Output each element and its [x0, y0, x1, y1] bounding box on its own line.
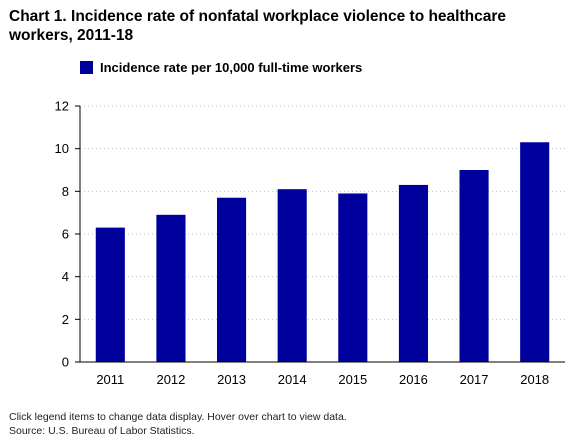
chart-title: Chart 1. Incidence rate of nonfatal work… — [9, 8, 507, 44]
x-tick-label: 2012 — [156, 372, 185, 387]
source-note: Source: U.S. Bureau of Labor Statistics. — [9, 425, 195, 437]
bar-2012[interactable] — [156, 214, 186, 362]
x-tick-labels: 2011 2012 2013 2014 2015 2016 2017 2018 — [96, 372, 549, 387]
legend-item[interactable]: Incidence rate per 10,000 full-time work… — [80, 60, 362, 75]
bars — [95, 142, 550, 362]
y-tick-label: 12 — [55, 99, 69, 114]
y-tick-label: 8 — [62, 184, 69, 199]
x-tick-label: 2016 — [399, 372, 428, 387]
y-tick-label: 4 — [62, 269, 69, 284]
x-tick-label: 2015 — [338, 372, 367, 387]
y-tick-label: 2 — [62, 312, 69, 327]
chart-note: Click legend items to change data displa… — [9, 411, 347, 423]
legend-label: Incidence rate per 10,000 full-time work… — [100, 60, 363, 75]
x-tick-label: 2011 — [96, 372, 124, 387]
x-tick-label: 2017 — [460, 372, 489, 387]
y-tick-label: 10 — [55, 141, 69, 156]
y-tick-label: 0 — [62, 355, 69, 370]
bar-2017[interactable] — [459, 170, 489, 362]
y-tick-labels: 0 2 4 6 8 10 12 — [55, 99, 69, 370]
axes — [79, 106, 565, 363]
bar-2014[interactable] — [277, 189, 307, 362]
gridlines — [75, 105, 565, 363]
bar-2011[interactable] — [95, 227, 125, 362]
bar-2013[interactable] — [217, 197, 247, 362]
legend-swatch — [80, 61, 93, 74]
x-tick-label: 2014 — [278, 372, 307, 387]
bar-2015[interactable] — [338, 193, 368, 362]
x-tick-label: 2013 — [217, 372, 246, 387]
bar-2016[interactable] — [398, 184, 428, 362]
bar-2018[interactable] — [520, 142, 550, 362]
y-tick-label: 6 — [62, 227, 69, 242]
x-tick-label: 2018 — [520, 372, 549, 387]
